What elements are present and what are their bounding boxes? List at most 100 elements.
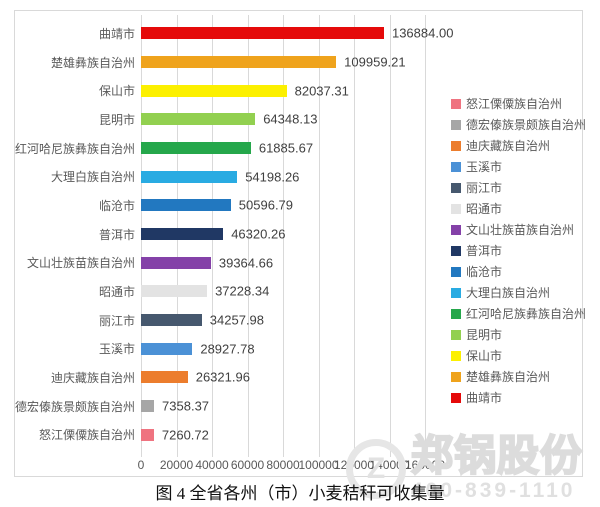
legend-label: 普洱市 <box>466 244 503 258</box>
bar-track: 61885.67 <box>141 134 425 163</box>
bar-row: 迪庆藏族自治州 26321.96 <box>15 363 425 392</box>
x-tick-label: 40000 <box>195 458 229 472</box>
category-label: 昆明市 <box>98 112 135 127</box>
bar-row: 保山市 82037.31 <box>15 76 425 105</box>
bar-row: 昭通市 37228.34 <box>15 277 425 306</box>
legend-swatch-icon <box>451 350 461 361</box>
bar-row: 普洱市 46320.26 <box>15 220 425 249</box>
x-axis: 0 20000 40000 60000 80000 100000 120000 140000 1… <box>137 458 445 474</box>
gridline <box>283 15 284 457</box>
bar-track: 7358.37 <box>141 392 425 421</box>
legend-label: 昆明市 <box>466 328 503 342</box>
category-label: 德宏傣族景颇族自治州 <box>15 399 136 414</box>
legend-label: 怒江傈僳族自治州 <box>466 97 563 111</box>
bar-row: 丽江市 34257.98 <box>15 306 425 335</box>
bar-track: 46320.26 <box>141 220 425 249</box>
value-label: 26321.96 <box>195 369 250 385</box>
bar <box>141 371 188 384</box>
legend-swatch-icon <box>451 371 461 382</box>
value-label: 61885.67 <box>258 140 314 156</box>
legend-swatch-icon <box>451 182 461 193</box>
bar-track: 82037.31 <box>141 76 425 105</box>
value-label: 109959.21 <box>344 54 406 70</box>
legend-item: 保山市 <box>451 345 586 366</box>
legend-item: 昆明市 <box>451 324 586 345</box>
bar-row: 红河哈尼族彝族自治州 61885.67 <box>15 134 425 163</box>
bar <box>141 400 155 413</box>
bar-track: 28927.78 <box>141 334 425 363</box>
bar <box>141 170 238 183</box>
value-label: 37228.34 <box>215 283 270 299</box>
legend-label: 丽江市 <box>466 181 503 195</box>
bar <box>141 199 231 212</box>
legend-item: 昭通市 <box>451 198 586 219</box>
gridline <box>389 15 391 457</box>
legend-label: 德宏傣族景颇族自治州 <box>466 118 587 132</box>
legend-item: 普洱市 <box>451 240 586 261</box>
x-tick-label: 100000 <box>298 458 339 472</box>
legend-label: 楚雄彝族自治州 <box>466 370 551 384</box>
legend-swatch-icon <box>451 140 461 151</box>
gridline <box>354 15 355 457</box>
category-label: 红河哈尼族彝族自治州 <box>15 141 136 156</box>
bar <box>141 113 256 126</box>
bar-row: 大理白族自治州 54198.26 <box>15 162 425 191</box>
bar-track: 34257.98 <box>141 306 425 335</box>
category-label: 普洱市 <box>98 227 135 242</box>
bar <box>141 256 211 269</box>
category-label: 怒江傈僳族自治州 <box>38 428 135 443</box>
x-tick-label: 160000 <box>404 458 446 472</box>
legend-swatch-icon <box>451 308 461 319</box>
legend-item: 临沧市 <box>451 261 586 282</box>
legend: 怒江傈僳族自治州 德宏傣族景颇族自治州 迪庆藏族自治州 玉溪市 丽江市 昭通市 文山壮族苗族… <box>451 93 586 408</box>
chart-frame: 曲靖市 136884.00 楚雄彝族自治州 109959.21 保山市 82037.31 昆… <box>14 10 586 477</box>
legend-item: 丽江市 <box>451 177 586 198</box>
bar <box>141 228 224 241</box>
category-label: 玉溪市 <box>98 342 135 357</box>
legend-label: 大理白族自治州 <box>466 286 551 300</box>
legend-swatch-icon <box>451 392 461 403</box>
legend-swatch-icon <box>451 266 461 277</box>
bar-track: 109959.21 <box>141 48 425 77</box>
legend-swatch-icon <box>451 287 461 298</box>
value-label: 82037.31 <box>294 83 349 99</box>
value-label: 7358.37 <box>162 398 210 414</box>
figure-caption: 图 4 全省各州（市）小麦秸秆可收集量 <box>155 484 445 503</box>
legend-swatch-icon <box>451 245 461 256</box>
legend-label: 玉溪市 <box>466 160 503 174</box>
category-label: 迪庆藏族自治州 <box>50 370 135 385</box>
bar <box>141 27 384 40</box>
bar-track: 26321.96 <box>141 363 425 392</box>
legend-swatch-icon <box>451 203 461 214</box>
x-tick-label: 140000 <box>369 458 410 472</box>
bar <box>141 285 208 298</box>
legend-label: 临沧市 <box>466 265 503 279</box>
value-label: 64348.13 <box>263 111 318 127</box>
legend-item: 怒江傈僳族自治州 <box>451 93 586 114</box>
gridline <box>425 15 426 457</box>
legend-label: 文山壮族苗族自治州 <box>466 223 575 237</box>
category-label: 曲靖市 <box>98 26 135 41</box>
bar-track: 50596.79 <box>141 191 425 220</box>
legend-swatch-icon <box>451 119 461 130</box>
x-tick-label: 0 <box>137 458 145 472</box>
legend-label: 昭通市 <box>466 202 503 216</box>
legend-item: 玉溪市 <box>451 156 586 177</box>
bar-row: 临沧市 50596.79 <box>15 191 425 220</box>
bar-row: 怒江傈僳族自治州 7260.72 <box>15 420 425 449</box>
category-label: 丽江市 <box>98 313 135 328</box>
legend-swatch-icon <box>451 98 461 109</box>
value-label: 50596.79 <box>238 197 294 213</box>
bar <box>141 428 154 441</box>
legend-item: 大理白族自治州 <box>451 282 586 303</box>
category-label: 临沧市 <box>98 198 135 213</box>
legend-item: 德宏傣族景颇族自治州 <box>451 114 586 135</box>
legend-label: 保山市 <box>466 349 503 363</box>
bar-row: 昆明市 64348.13 <box>15 105 425 134</box>
legend-item: 楚雄彝族自治州 <box>451 366 586 387</box>
bar-track: 54198.26 <box>141 162 425 191</box>
legend-swatch-icon <box>451 224 461 235</box>
bar <box>141 314 202 327</box>
bar-row: 楚雄彝族自治州 109959.21 <box>15 48 425 77</box>
x-tick-label: 60000 <box>230 458 265 472</box>
